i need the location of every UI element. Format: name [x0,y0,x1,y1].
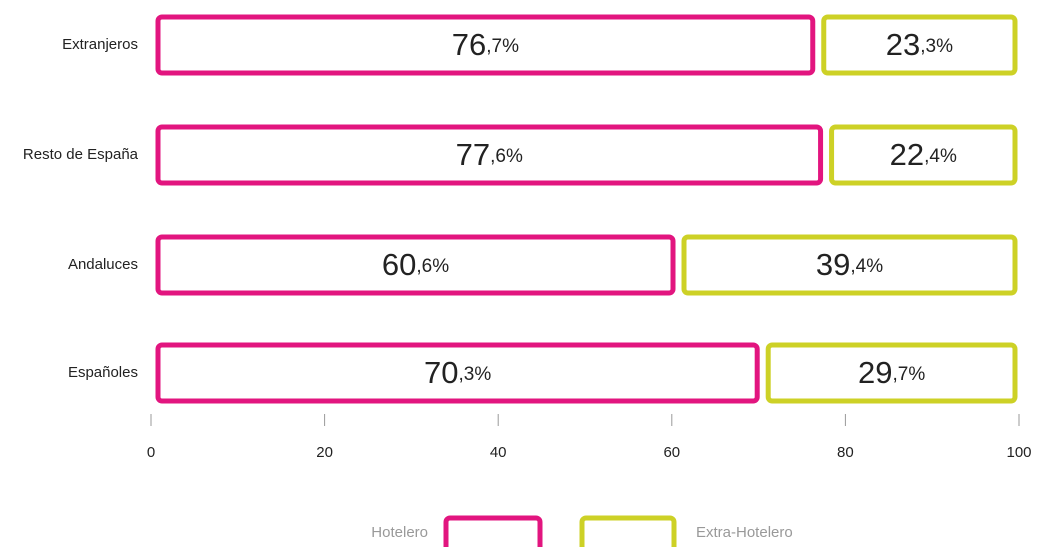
legend-label: Hotelero [371,524,428,541]
legend-swatch [443,515,543,547]
bar-segment [155,124,824,186]
value-label-int: 22 [890,137,924,172]
value-label: 76,7% [452,27,519,62]
value-label: 77,6% [456,137,523,172]
value-label-int: 29 [858,355,892,390]
value-label-dec: ,6% [490,146,523,167]
category-label: Extranjeros [62,36,138,53]
bar-segment [681,234,1018,296]
category-label: Andaluces [68,256,138,273]
category-label: Resto de España [23,146,139,163]
value-label-dec: ,7% [892,364,925,385]
value-label-dec: ,4% [924,146,957,167]
value-label: 70,3% [424,355,491,390]
value-label: 39,4% [816,247,883,282]
value-label-dec: ,3% [920,36,953,57]
value-label: 60,6% [382,247,449,282]
category-label: Españoles [68,364,138,381]
value-label-int: 60 [382,247,416,282]
value-label-dec: ,4% [850,256,883,277]
bar-segment [155,14,816,76]
bar-segment [829,124,1018,186]
value-label: 29,7% [858,355,925,390]
x-tick-label: 20 [316,444,333,461]
value-label-dec: ,7% [486,36,519,57]
legend-label: Extra-Hotelero [696,524,793,541]
x-tick-label: 40 [490,444,507,461]
bar-segment [765,342,1018,404]
bar-segment [155,234,676,296]
x-tick-label: 0 [147,444,155,461]
x-tick-label: 100 [1006,444,1031,461]
x-tick-label: 80 [837,444,854,461]
value-label-int: 70 [424,355,458,390]
value-label-int: 76 [452,27,486,62]
bar-segment [155,342,760,404]
value-label-dec: ,6% [416,256,449,277]
value-label-int: 23 [886,27,920,62]
value-label-int: 39 [816,247,850,282]
value-label: 23,3% [886,27,953,62]
x-tick-label: 60 [663,444,680,461]
legend-swatch [579,515,677,547]
value-label: 22,4% [890,137,957,172]
bar-segment [821,14,1018,76]
value-label-int: 77 [456,137,490,172]
value-label-dec: ,3% [458,364,491,385]
